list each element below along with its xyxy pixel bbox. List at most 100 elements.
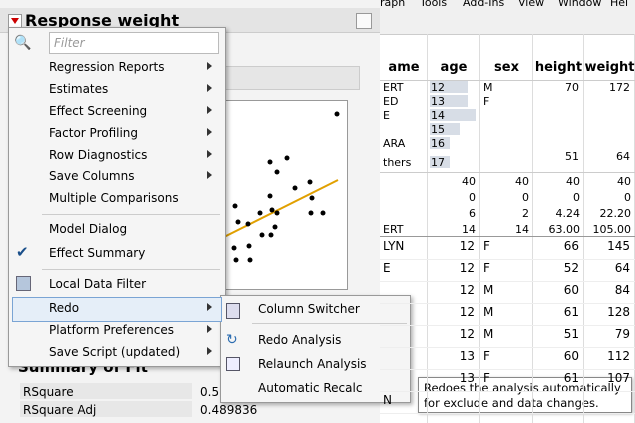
stat-value: 40	[462, 175, 476, 188]
column-header[interactable]: ame	[388, 60, 420, 75]
summary-label: F	[483, 95, 490, 108]
summary-label: ED	[383, 95, 399, 108]
row-line	[380, 325, 635, 326]
row-line	[380, 369, 635, 370]
stat-value: 22.20	[599, 207, 632, 220]
plot-frame	[222, 100, 348, 290]
cell: 64	[614, 261, 630, 275]
summary-bar	[430, 137, 450, 149]
header-line	[380, 172, 635, 173]
submenu-item[interactable]: Redo Analysis	[258, 333, 342, 347]
menubar-item[interactable]: raph	[380, 0, 406, 9]
cell: 60	[563, 349, 579, 363]
menubar-item[interactable]: Add-Ins	[463, 0, 505, 9]
submenu-item[interactable]: Automatic Recalc	[258, 381, 363, 395]
menu-item[interactable]: Estimates	[49, 82, 109, 96]
row-line	[380, 259, 635, 260]
summary-label: 70	[565, 81, 579, 94]
menu-item[interactable]: Effect Summary	[49, 246, 146, 260]
stat-value: 6	[469, 207, 476, 220]
separator	[42, 214, 220, 215]
tooltip-text: Redoes the analysis automatically for ex…	[424, 381, 621, 410]
stat-value: 0	[522, 191, 529, 204]
filter-box[interactable]: Filter	[49, 32, 219, 54]
menubar-item[interactable]: Hel	[610, 0, 629, 9]
menu-item[interactable]: Platform Preferences	[49, 323, 174, 337]
points	[231, 111, 340, 263]
header-line	[380, 80, 635, 81]
cell: 61	[563, 305, 579, 319]
menu-item[interactable]: Save Script (updated)	[49, 345, 181, 359]
fit-value: 0.5	[200, 385, 220, 399]
stat-value: 0	[573, 191, 580, 204]
scatter-plot	[222, 100, 348, 290]
disclosure[interactable]	[8, 14, 22, 28]
cell: 128	[607, 305, 630, 319]
stat-value: 105.00	[592, 223, 632, 236]
menu-item[interactable]: Regression Reports	[49, 60, 165, 74]
summary-label: 15	[431, 123, 445, 136]
submenu-arrow	[207, 303, 212, 311]
redo-icon: ↻	[226, 332, 238, 348]
menu-item[interactable]: Local Data Filter	[49, 277, 147, 291]
cell: 61	[563, 371, 579, 385]
cell: N	[383, 393, 392, 407]
stat-value: ERT	[383, 223, 404, 236]
menu-item[interactable]: Row Diagnostics	[49, 148, 148, 162]
menubar	[380, 0, 635, 12]
menu-item[interactable]: Factor Profiling	[49, 126, 139, 140]
cell: 66	[563, 239, 579, 253]
cell: 12	[459, 305, 475, 319]
menu-item[interactable]: Multiple Comparisons	[49, 191, 179, 205]
check: ✔	[16, 243, 29, 261]
row-line	[380, 413, 635, 414]
stat-value: 0	[624, 191, 631, 204]
cell: 52	[563, 261, 579, 275]
menubar-item[interactable]: View	[518, 0, 545, 9]
pin-icon[interactable]	[356, 13, 372, 29]
menu-item[interactable]: Effect Screening	[49, 104, 148, 118]
cell: 112	[607, 349, 630, 363]
cell: F	[483, 349, 490, 363]
menubar-item[interactable]: Tools	[420, 0, 448, 9]
column-header[interactable]: height	[534, 60, 583, 75]
stat-value: 2	[522, 207, 529, 220]
summary-label: ARA	[383, 137, 406, 150]
stat-value: 4.24	[555, 207, 581, 220]
submenu-item[interactable]: Column Switcher	[258, 302, 360, 316]
data-table	[380, 0, 635, 423]
filter-placeholder: Filter	[54, 36, 85, 50]
separator	[42, 269, 220, 270]
cell: M	[483, 327, 494, 341]
stat-value: 40	[515, 175, 529, 188]
menu-item[interactable]: Save Columns	[49, 169, 135, 183]
menu-item[interactable]: Model Dialog	[49, 222, 128, 236]
submenu-arrow	[207, 84, 212, 92]
summary-label: 17	[431, 156, 445, 169]
cell: 60	[563, 283, 579, 297]
header-line	[380, 236, 635, 237]
menubar-item[interactable]: Window	[558, 0, 602, 9]
submenu-item[interactable]: Relaunch Analysis	[258, 357, 367, 371]
row-line	[380, 303, 635, 304]
stat-value: 14	[515, 223, 529, 236]
cell: 145	[607, 239, 630, 253]
summary-label: 51	[565, 150, 579, 163]
menu-item[interactable]: Redo	[49, 301, 80, 315]
summary-label: ERT	[383, 81, 404, 94]
column-header[interactable]: weight	[584, 60, 635, 75]
cell: 13	[459, 371, 475, 385]
fit-line	[222, 179, 339, 239]
relaunch-icon	[226, 357, 240, 371]
summary-label: M	[483, 81, 493, 94]
column-header[interactable]: age	[440, 60, 468, 75]
submenu-arrow	[207, 128, 212, 136]
stat-value: 0	[469, 191, 476, 204]
column-header[interactable]: sex	[494, 60, 519, 75]
submenu-arrow	[207, 171, 212, 179]
highlight	[12, 297, 222, 322]
fit-label: RSquare	[23, 385, 74, 399]
summary-label: 13	[431, 95, 445, 108]
